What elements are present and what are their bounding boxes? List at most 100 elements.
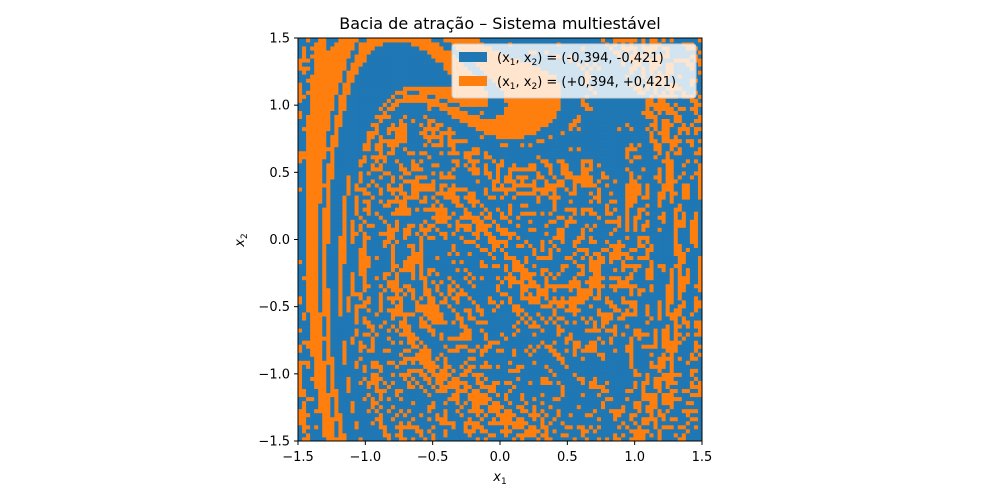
basin-cell (407, 336, 412, 341)
basin-cell (354, 352, 359, 357)
basin-cell (302, 356, 307, 361)
basin-cell (576, 263, 582, 269)
basin-cell (580, 388, 586, 394)
basin-cell (512, 283, 517, 289)
basin-cell (596, 259, 602, 265)
basin-cell (394, 356, 400, 361)
basin-cell (500, 255, 505, 261)
basin-cell (649, 324, 654, 329)
basin-cell (487, 372, 493, 377)
basin-cell (613, 400, 618, 406)
basin-cell (322, 348, 327, 353)
basin-cell (487, 368, 493, 373)
basin-cell (306, 255, 311, 261)
basin-cell (427, 344, 432, 349)
basin-cell (657, 380, 662, 385)
basin-cell (463, 279, 469, 285)
basin-cell (378, 400, 384, 406)
basin-cell (576, 360, 582, 365)
basin-cell (318, 352, 323, 357)
basin-cell (552, 287, 557, 293)
basin-cell (568, 275, 574, 281)
basin-cell (657, 303, 662, 309)
basin-cell (491, 376, 497, 381)
basin-cell (681, 376, 687, 381)
basin-cell (508, 291, 513, 297)
basin-cell (394, 271, 400, 277)
basin-cell (334, 368, 339, 373)
basin-cell (334, 263, 339, 269)
basin-cell (302, 303, 307, 309)
basin-cell (491, 388, 497, 394)
basin-cell (439, 263, 444, 269)
basin-cell (415, 291, 420, 297)
basin-cell (524, 412, 529, 418)
basin-cell (310, 275, 315, 281)
basin-cell (560, 348, 566, 353)
basin-cell (633, 412, 638, 418)
basin-cell (350, 283, 355, 289)
basin-cell (447, 303, 452, 309)
basin-cell (572, 316, 578, 321)
basin-cell (504, 364, 509, 369)
basin-cell (637, 372, 642, 377)
basin-cell (479, 336, 485, 341)
basin-cell (665, 271, 671, 277)
basin-cell (419, 328, 424, 333)
basin-cell (689, 316, 695, 321)
basin-cell (451, 259, 456, 265)
basin-cell (439, 408, 444, 414)
basin-cell (653, 303, 658, 309)
basin-cell (346, 324, 351, 329)
basin-cell (584, 312, 590, 317)
basin-cell (314, 376, 319, 381)
basin-cell (358, 275, 364, 281)
basin-cell (423, 432, 428, 438)
basin-cell (370, 388, 376, 394)
basin-cell (334, 420, 339, 426)
basin-cell (358, 348, 364, 353)
basin-cell (689, 368, 695, 373)
basin-cell (390, 404, 396, 410)
basin-cell (342, 408, 347, 414)
basin-cell (681, 400, 687, 406)
basin-cell (386, 420, 392, 426)
basin-cell (487, 251, 493, 257)
basin-cell (390, 336, 396, 341)
basin-cell (685, 263, 691, 269)
basin-cell (407, 400, 412, 406)
basin-cell (681, 408, 687, 414)
basin-cell (681, 271, 687, 277)
basin-cell (439, 247, 444, 252)
basin-cell (552, 412, 557, 418)
basin-cell (439, 364, 444, 369)
basin-cell (435, 316, 440, 321)
basin-cell (394, 364, 400, 369)
basin-cell (685, 400, 691, 406)
basin-cell (685, 299, 691, 305)
basin-cell (366, 328, 372, 333)
basin-cell (471, 424, 477, 430)
basin-cell (318, 283, 323, 289)
basin-cell (491, 316, 497, 321)
basin-cell (584, 404, 590, 410)
basin-cell (512, 360, 517, 365)
basin-cell (621, 239, 626, 244)
basin-cell (350, 416, 355, 422)
basin-cell (338, 412, 343, 418)
basin-cell (500, 320, 505, 325)
basin-cell (366, 400, 372, 406)
basin-cell (564, 259, 570, 265)
basin-cell (467, 279, 473, 285)
basin-cell (407, 239, 412, 244)
basin-cell (463, 368, 469, 373)
basin-cell (588, 392, 594, 398)
basin-cell (560, 408, 566, 414)
basin-cell (633, 364, 638, 369)
basin-cell (487, 295, 493, 301)
basin-cell (415, 263, 420, 269)
basin-cell (419, 259, 424, 265)
basin-cell (532, 251, 537, 257)
basin-cell (314, 380, 319, 385)
basin-cell (613, 299, 618, 305)
